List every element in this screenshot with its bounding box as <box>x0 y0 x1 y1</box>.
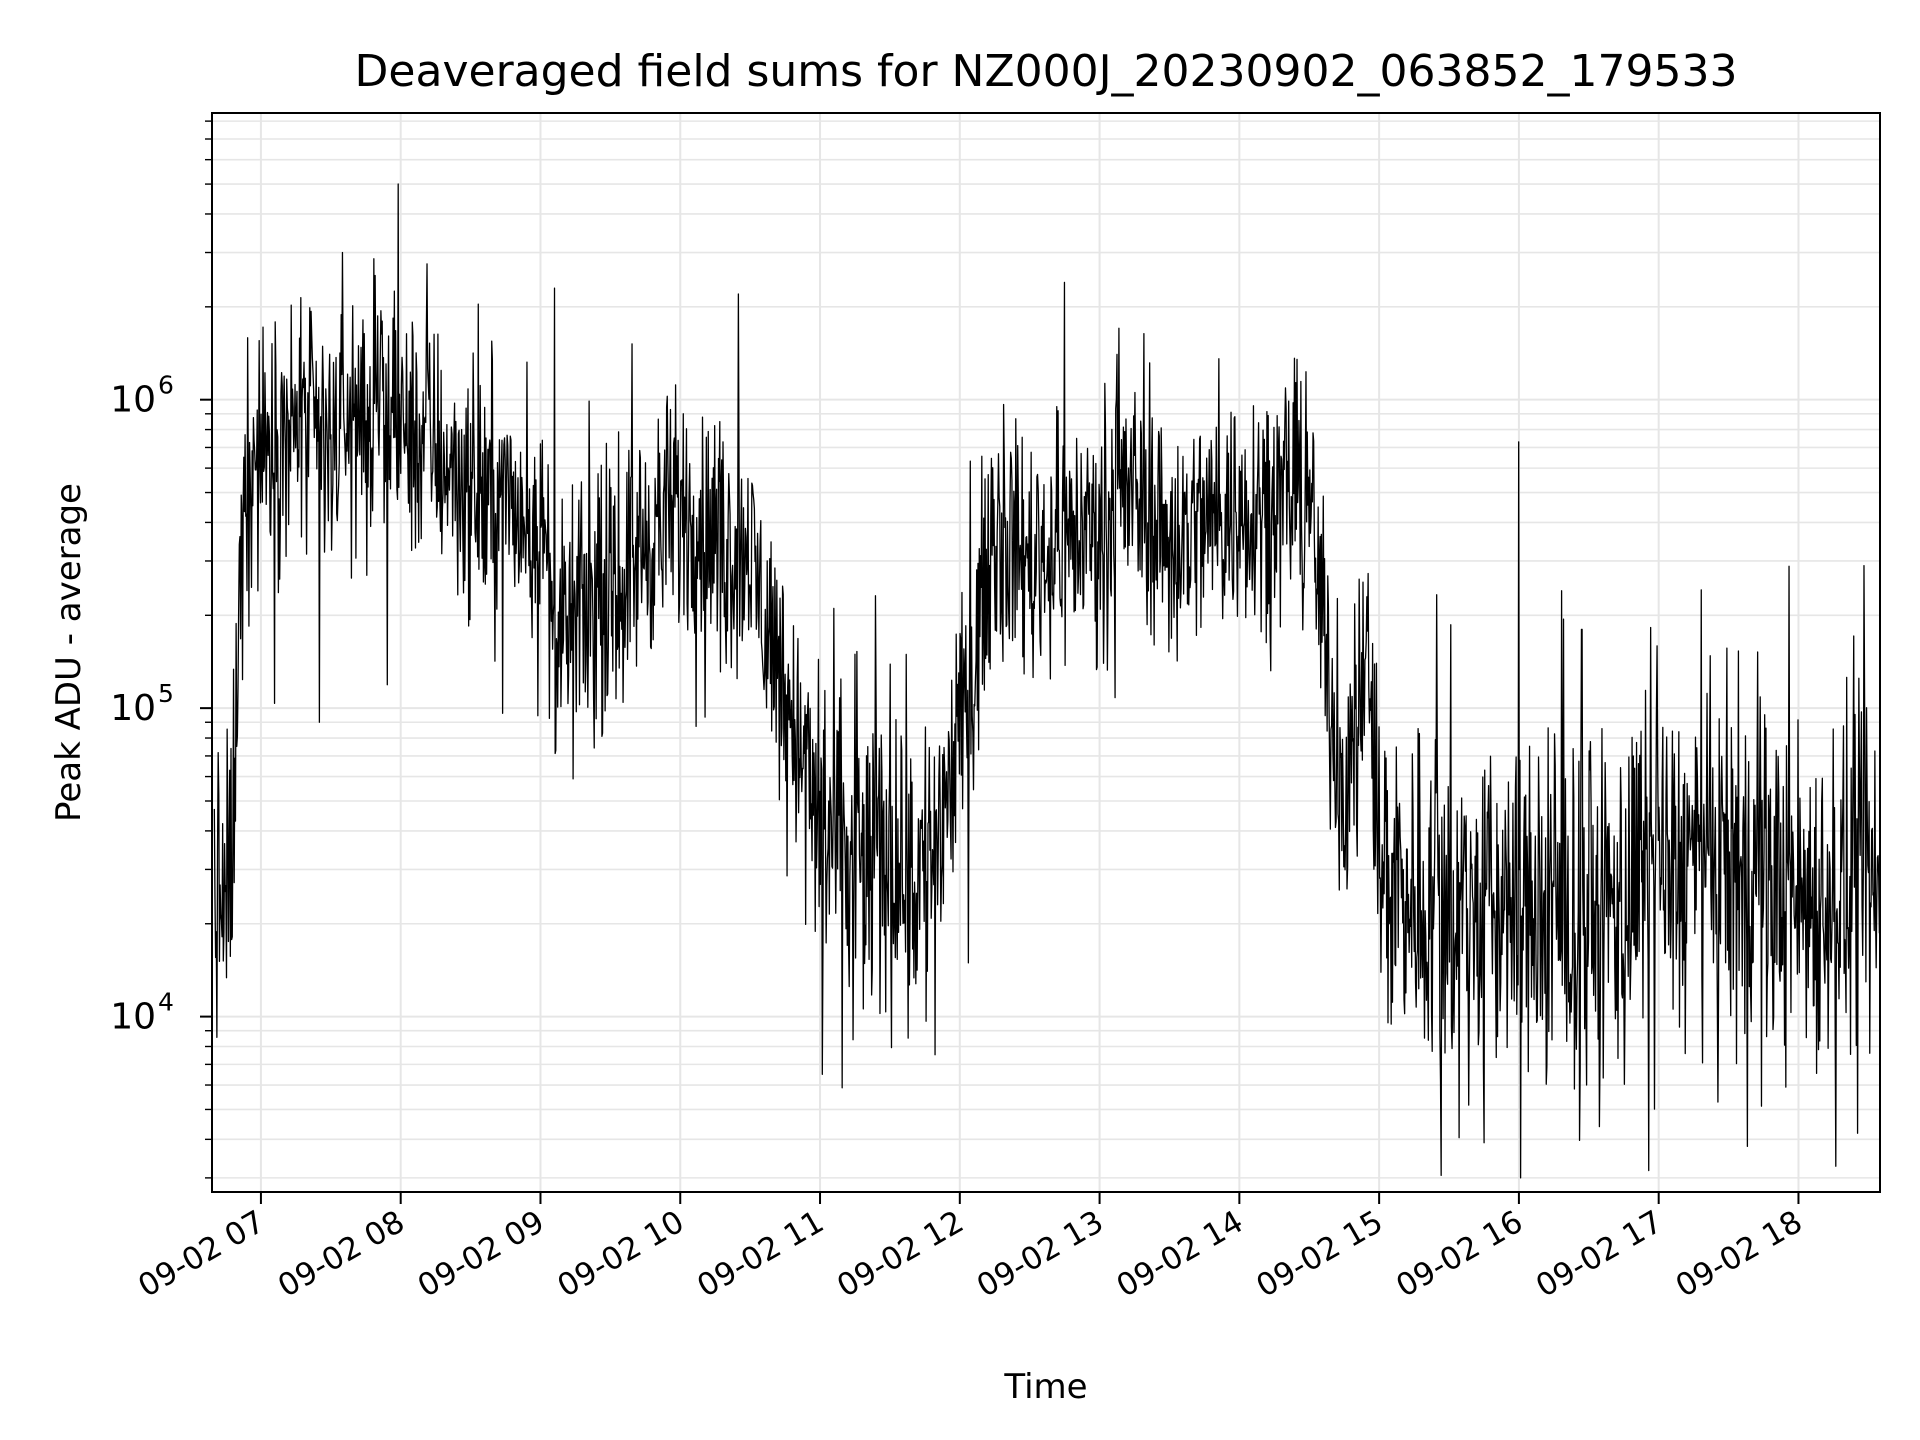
chart-title: Deaveraged field sums for NZ000J_2023090… <box>355 46 1738 97</box>
x-axis-title: Time <box>1003 1367 1087 1407</box>
series-line <box>213 183 1881 1179</box>
y-tick-label: 10 <box>110 380 156 421</box>
y-tick-label: 10 <box>110 997 156 1038</box>
plot-frame <box>211 112 1881 1193</box>
y-axis-title: Peak ADU - average <box>49 483 89 822</box>
y-tick-exponent: 6 <box>158 371 174 400</box>
y-tick-exponent: 4 <box>158 988 174 1017</box>
y-tick-label: 10 <box>110 688 156 729</box>
series-layer <box>213 183 1881 1179</box>
y-tick-exponent: 5 <box>158 679 174 708</box>
